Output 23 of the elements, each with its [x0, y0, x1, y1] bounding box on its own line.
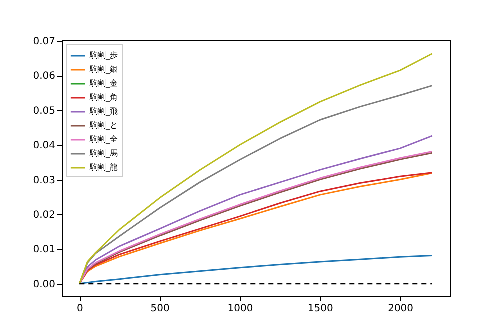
legend-label: 駒割_飛	[89, 107, 118, 116]
x-tick-label: 0	[76, 304, 84, 314]
y-tick-label: 0.00	[33, 279, 56, 290]
legend-label: 駒割_と	[89, 121, 118, 130]
x-tick-label: 2000	[388, 304, 414, 314]
y-tick-label: 0.06	[33, 71, 56, 82]
y-tick-label: 0.03	[33, 175, 56, 186]
y-tick-label: 0.04	[33, 140, 56, 152]
legend-label: 駒割_龍	[89, 163, 118, 172]
y-tick-label: 0.05	[33, 106, 56, 117]
legend-label: 駒割_角	[89, 93, 118, 102]
legend-label: 駒割_銀	[89, 65, 118, 74]
x-tick-label: 500	[150, 304, 170, 314]
y-tick-label: 0.01	[33, 244, 56, 256]
legend-label: 駒割_金	[89, 79, 118, 88]
x-tick-label: 1500	[308, 304, 334, 314]
legend-label: 駒割_全	[89, 135, 118, 144]
legend-label: 駒割_馬	[89, 149, 118, 158]
x-tick-label: 1000	[228, 304, 254, 314]
legend-label: 駒割_歩	[89, 51, 118, 60]
y-tick-label: 0.02	[33, 210, 56, 221]
y-tick-label: 0.07	[33, 36, 56, 48]
line-series	[78, 172, 434, 285]
